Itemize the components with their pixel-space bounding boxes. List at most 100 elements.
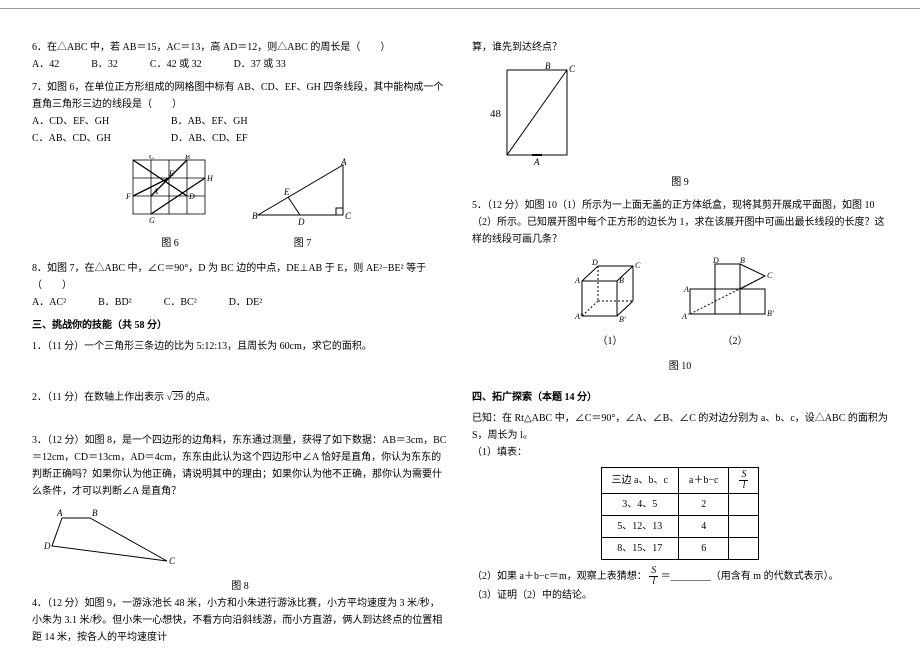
figures-6-7: C B E H F A D G 图 6 A [32,155,448,252]
table-row: 3、4、5 2 [601,494,759,516]
question-8: 8．如图 7，在△ABC 中，∠C＝90°，D 为 BC 边的中点，DE⊥AB … [32,260,448,311]
page-container: 6．在△ABC 中，若 AB＝15，AC＝13，高 AD＝12，则△ABC 的周… [0,8,920,658]
q7-opt-b: B．AB、EF、GH [171,113,248,130]
question-6: 6．在△ABC 中，若 AB＝15，AC＝13，高 AD＝12，则△ABC 的周… [32,39,448,73]
fig10-sub1: AB CD A'B' （1） [570,256,650,350]
svg-text:C: C [149,155,155,161]
fig6-caption: 图 6 [123,235,218,252]
q4-3: （3）证明（2）中的结论。 [472,587,888,604]
q4-2-b: ＝________（用含有 m 的代数式表示）。 [661,571,839,582]
q8-opt-d: D．DE² [229,294,263,311]
left-column: 6．在△ABC 中，若 AB＝15，AC＝13，高 AD＝12，则△ABC 的周… [20,39,460,648]
svg-text:B: B [92,508,98,518]
figure-9: B C A 48 图 9 [472,62,888,191]
q6-options: A．42 B．32 C．42 或 32 D．37 或 33 [32,56,448,73]
svg-text:A': A' [574,312,582,321]
svg-text:B: B [545,62,551,71]
svg-text:B: B [619,276,624,285]
th-frac: Sl [729,468,759,494]
fig9-label: 48 [490,108,502,120]
svg-text:B: B [740,256,745,265]
fig9-caption: 图 9 [472,174,888,191]
table-row: 8、15、17 6 [601,538,759,560]
svg-text:A: A [574,276,580,285]
q3-4-continue: 算，谁先到达终点？ [472,39,888,56]
th-sides: 三边 a、b、c [601,468,678,494]
svg-text:A: A [152,187,158,196]
q6-opt-c: C．42 或 32 [150,56,202,73]
svg-text:C: C [169,556,176,566]
svg-text:D: D [43,541,51,551]
q7-option-grid: A．CD、EF、GH C．AB、CD、GH B．AB、EF、GH D．AB、CD… [32,113,448,147]
q4-2-a: （2）如果 a＋b−c＝m，观察上表猜想： [472,571,647,582]
q6-opt-b: B．32 [91,56,118,73]
cell: 8、15、17 [601,538,678,560]
q8-opt-b: B．BD² [98,294,132,311]
cell: 4 [678,516,729,538]
fig10-caption: 图 10 [472,358,888,375]
q4-intro: 已知：在 Rt△ABC 中，∠C＝90°，∠A、∠B、∠C 的对边分别为 a、b… [472,410,888,444]
table-header-row: 三边 a、b、c a＋b−c Sl [601,468,759,494]
svg-text:B': B' [767,309,774,318]
q8-text: 8．如图 7，在△ABC 中，∠C＝90°，D 为 BC 边的中点，DE⊥AB … [32,260,448,294]
svg-text:C: C [767,271,773,280]
q6-text: 6．在△ABC 中，若 AB＝15，AC＝13，高 AD＝12，则△ABC 的周… [32,39,448,56]
th-abc: a＋b−c [678,468,729,494]
question-3-5: 5．（12 分）如图 10（1）所示为一上面无盖的正方体纸盒，现将其剪开展成平面… [472,197,888,248]
svg-text:B: B [252,211,258,221]
svg-text:A': A' [681,312,689,321]
q8-opt-c: C．BC² [164,294,197,311]
fig7-caption: 图 7 [248,235,358,252]
svg-text:D: D [188,192,195,201]
q4-1: （1）填表： [472,444,888,461]
figure-6: C B E H F A D G 图 6 [123,155,218,252]
section-3-title: 三、挑战你的技能（共 58 分） [32,317,448,334]
svg-text:G: G [149,216,155,225]
fig10-sub1-cap: （1） [570,333,650,350]
svg-text:H: H [206,174,214,183]
svg-text:D: D [712,256,719,265]
q8-options: A．AC² B．BD² C．BC² D．DE² [32,294,448,311]
svg-text:F: F [125,192,131,201]
spacer [32,412,448,432]
q7-text: 7．如图 6，在单位正方形组成的网格图中标有 AB、CD、EF、GH 四条线段，… [32,79,448,113]
svg-text:D: D [297,217,305,227]
q4-2: （2）如果 a＋b−c＝m，观察上表猜想： Sl ＝________（用含有 m… [472,566,888,587]
svg-text:A: A [533,157,540,167]
cell [729,538,759,560]
figure-8: A B C D 图 8 [32,506,448,595]
question-3-2: 2．（11 分）在数轴上作出表示 √29 的点。 [32,389,448,406]
section-4-title: 四、拓广探索（本题 14 分） [472,389,888,406]
fig10-sub2: AB CD A'B' （2） [680,256,790,350]
svg-text:E: E [168,169,174,178]
svg-text:D: D [591,258,598,267]
figure-7: A E BDC 图 7 [248,155,358,252]
cell: 6 [678,538,729,560]
question-7: 7．如图 6，在单位正方形组成的网格图中标有 AB、CD、EF、GH 四条线段，… [32,79,448,147]
fig7-svg: A E BDC [248,155,358,233]
question-3-1: 1．（11 分）一个三角形三条边的比为 5:12:13，且周长为 60cm，求它… [32,338,448,355]
fig9-svg: B C A 48 [472,62,592,172]
cell [729,516,759,538]
question-3-3: 3．（12 分）如图 8，是一个四边形的边角料，东东通过测量，获得了如下数据：A… [32,432,448,500]
table-row: 5、12、13 4 [601,516,759,538]
fig6-svg: C B E H F A D G [123,155,218,233]
q6-opt-d: D．37 或 33 [234,56,286,73]
figure-10: A B C D A' B' （1） [472,256,888,350]
svg-text:B: B [185,155,190,161]
cell: 5、12、13 [601,516,678,538]
svg-text:C: C [569,64,576,74]
question-3-4: 4．（12 分）如图 9，一游泳池长 48 米，小方和小朱进行游泳比赛，小方平均… [32,595,448,646]
q4-table: 三边 a、b、c a＋b−c Sl 3、4、5 2 5、12、13 4 8、15… [601,467,760,560]
fig8-caption: 图 8 [32,578,448,595]
cell: 2 [678,494,729,516]
svg-text:A: A [56,508,63,518]
svg-text:A: A [683,285,689,294]
fig8-svg: A B C D [32,506,182,576]
q3-2-text: 2．（11 分）在数轴上作出表示 [32,392,167,403]
q7-opt-a: A．CD、EF、GH [32,113,111,130]
right-column: 算，谁先到达终点？ B C A 48 图 9 5．（12 分）如图 10（1）所示… [460,39,900,648]
svg-text:C: C [635,261,641,270]
q7-opt-d: D．AB、CD、EF [171,130,248,147]
spacer [472,375,888,383]
